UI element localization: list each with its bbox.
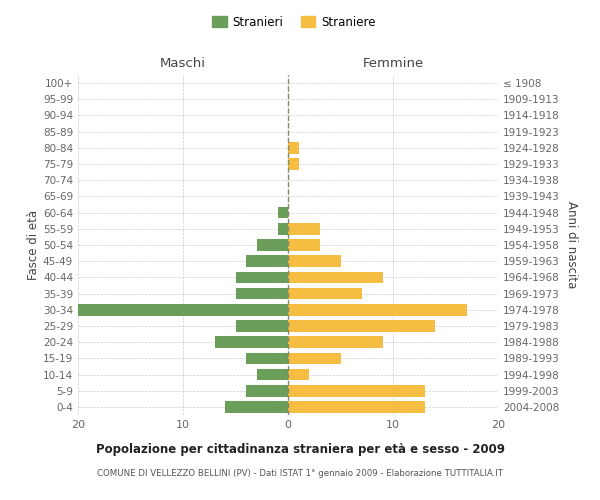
Bar (288, 158, 299, 170)
Bar (78, 304, 288, 316)
Bar (288, 385, 425, 396)
Bar (277, 223, 288, 234)
Bar (288, 304, 467, 316)
Text: Femmine: Femmine (362, 57, 424, 70)
Y-axis label: Anni di nascita: Anni di nascita (565, 202, 578, 288)
Bar (288, 272, 383, 283)
Y-axis label: Fasce di età: Fasce di età (27, 210, 40, 280)
Bar (288, 336, 383, 348)
Bar (288, 352, 341, 364)
Bar (288, 256, 341, 267)
Bar (288, 368, 309, 380)
Bar (288, 239, 320, 251)
Bar (257, 368, 288, 380)
Bar (235, 272, 288, 283)
Bar (246, 385, 288, 396)
Bar (288, 320, 435, 332)
Bar (235, 320, 288, 332)
Bar (225, 401, 288, 412)
Bar (277, 207, 288, 218)
Bar (288, 223, 320, 234)
Text: COMUNE DI VELLEZZO BELLINI (PV) - Dati ISTAT 1° gennaio 2009 - Elaborazione TUTT: COMUNE DI VELLEZZO BELLINI (PV) - Dati I… (97, 469, 503, 478)
Bar (288, 142, 299, 154)
Text: Popolazione per cittadinanza straniera per età e sesso - 2009: Popolazione per cittadinanza straniera p… (95, 442, 505, 456)
Bar (246, 352, 288, 364)
Bar (288, 401, 425, 412)
Bar (235, 288, 288, 300)
Bar (215, 336, 288, 348)
Bar (246, 256, 288, 267)
Bar (288, 288, 361, 300)
Legend: Stranieri, Straniere: Stranieri, Straniere (208, 11, 380, 34)
Bar (257, 239, 288, 251)
Text: Maschi: Maschi (160, 57, 206, 70)
